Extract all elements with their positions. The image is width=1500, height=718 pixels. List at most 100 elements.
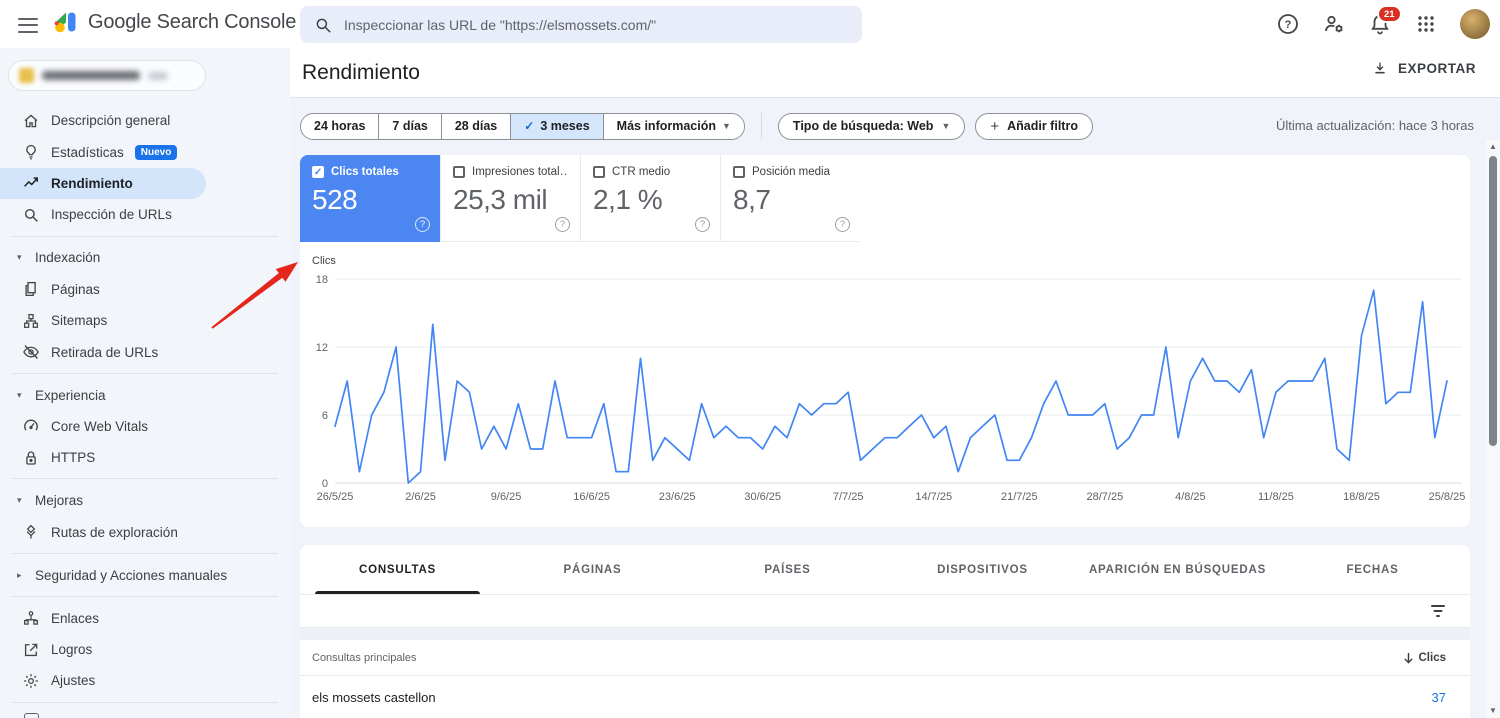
tab-aparicion-en-busquedas[interactable]: APARICIÓN EN BÚSQUEDAS <box>1088 563 1267 576</box>
y-axis-tick: 12 <box>316 342 328 354</box>
date-range-label: 7 días <box>392 119 428 133</box>
manage-users-icon[interactable] <box>1322 12 1346 36</box>
x-axis-tick: 23/6/25 <box>659 491 696 503</box>
sidebar-item-label: Sitemaps <box>51 313 108 329</box>
metric-card-impresiones-total[interactable]: Impresiones total… 25,3 mil? <box>440 155 580 242</box>
table-row[interactable]: els mossets castellon 37 <box>300 676 1470 718</box>
x-axis-tick: 18/8/25 <box>1343 491 1380 503</box>
sidebar-item-label: Rendimiento <box>51 175 133 191</box>
sidebar-item-label: Core Web Vitals <box>51 418 149 434</box>
sidebar: Descripción general Estadísticas Nuevo Rend… <box>0 48 290 718</box>
sidebar-item-core-web-vitals[interactable]: Core Web Vitals <box>0 411 290 442</box>
tab-fechas[interactable]: FECHAS <box>1346 563 1399 576</box>
x-axis-tick: 30/6/25 <box>744 491 781 503</box>
export-button[interactable]: EXPORTAR <box>1372 60 1476 76</box>
notifications-icon[interactable]: 21 <box>1368 5 1402 36</box>
notification-badge: 21 <box>1377 5 1402 23</box>
date-range-label: 3 meses <box>540 119 590 133</box>
layers-icon <box>22 523 40 541</box>
date-range-7-dias[interactable]: 7 días <box>378 113 441 139</box>
sidebar-item-paginas[interactable]: Páginas <box>0 274 290 305</box>
chart-line-icon <box>22 174 40 192</box>
metric-card-clics-totales[interactable]: ✓ Clics totales 528? <box>300 155 440 242</box>
filter-divider <box>760 113 762 139</box>
sidebar-divider <box>12 552 278 554</box>
tab-paises[interactable]: PAÍSES <box>764 563 811 576</box>
x-axis-tick: 26/5/25 <box>317 491 354 503</box>
main-scrollbar[interactable]: ▲ ▼ <box>1486 140 1500 718</box>
performance-chart-card: ✓ Clics totales 528? Impresiones total… 25,3… <box>300 155 1470 527</box>
sitemap-icon <box>22 312 40 330</box>
clicks-line-chart[interactable]: 0 6 12 18 Clics 26/5/25 2/6/25 9/6/25 16/6/25 23/… <box>300 250 1470 512</box>
menu-icon[interactable] <box>16 13 40 35</box>
tab-dispositivos[interactable]: DISPOSITIVOS <box>937 563 1028 576</box>
sidebar-item-enlaces[interactable]: Enlaces <box>0 602 290 633</box>
filter-bar: 24 horas 7 días 28 días ✓ 3 meses Más informa… <box>300 112 1486 140</box>
help-icon[interactable]: ? <box>695 217 710 232</box>
sidebar-item-retirada-de-urls[interactable]: Retirada de URLs <box>0 336 290 367</box>
sidebar-section-experiencia[interactable]: ▾ Experiencia <box>0 379 290 410</box>
sidebar-section-mejoras[interactable]: ▾ Mejoras <box>0 485 290 516</box>
help-icon[interactable]: ? <box>835 217 850 232</box>
avatar[interactable] <box>1460 9 1490 39</box>
new-badge: Nuevo <box>134 144 178 160</box>
apps-grid-icon[interactable] <box>1414 12 1438 36</box>
date-range-3-meses[interactable]: ✓ 3 meses <box>510 113 603 139</box>
feedback-icon[interactable] <box>24 713 39 718</box>
clicks-series-line <box>334 289 1448 484</box>
property-selector[interactable] <box>8 60 206 91</box>
sidebar-section-indexacion[interactable]: ▾ Indexación <box>0 242 290 273</box>
table-sort-clicks[interactable]: Clics <box>1403 652 1446 664</box>
sidebar-item-inspeccion-de-urls[interactable]: Inspección de URLs <box>0 199 290 230</box>
sidebar-item-descripcion-general[interactable]: Descripción general <box>0 105 290 136</box>
x-axis-tick: 7/7/25 <box>833 491 864 503</box>
y-axis-tick: 18 <box>316 274 328 286</box>
topbar: Google Search Console ? 21 <box>0 0 1500 48</box>
sidebar-item-label: HTTPS <box>51 450 96 466</box>
sidebar-item-rendimiento[interactable]: Rendimiento <box>0 167 206 200</box>
sidebar-section-label: Indexación <box>35 250 101 266</box>
metric-label: Impresiones total… <box>472 166 568 178</box>
checkbox-unchecked-icon[interactable] <box>593 166 605 178</box>
metric-cards: ✓ Clics totales 528? Impresiones total… 25,3… <box>300 155 1470 242</box>
tab-consultas[interactable]: CONSULTAS <box>300 545 495 594</box>
scrollbar-down-arrow[interactable]: ▼ <box>1489 706 1497 715</box>
main-header: Rendimiento EXPORTAR <box>290 48 1500 98</box>
x-axis-tick: 9/6/25 <box>491 491 522 503</box>
checkbox-unchecked-icon[interactable] <box>733 166 745 178</box>
tab-paginas[interactable]: PÁGINAS <box>563 563 622 576</box>
property-chevron-redacted <box>148 71 168 80</box>
sidebar-item-ajustes[interactable]: Ajustes <box>0 665 290 696</box>
checkbox-unchecked-icon[interactable] <box>453 166 465 178</box>
metric-card-ctr-medio[interactable]: CTR medio 2,1 %? <box>580 155 720 242</box>
sidebar-item-logros[interactable]: Logros <box>0 634 290 665</box>
y-axis-unit-label: Clics <box>312 255 336 267</box>
eye-off-icon <box>22 343 40 361</box>
filter-chip-tipo-de-busqueda-web[interactable]: Tipo de búsqueda: Web ▼ <box>777 112 966 140</box>
speedometer-icon <box>22 417 40 435</box>
url-inspection-searchbar[interactable] <box>300 6 862 43</box>
table-filter-icon[interactable] <box>1430 604 1446 618</box>
sidebar-item-estadisticas[interactable]: Estadísticas Nuevo <box>0 136 290 167</box>
sidebar-item-sitemaps[interactable]: Sitemaps <box>0 305 290 336</box>
search-input[interactable] <box>344 16 848 33</box>
sidebar-divider <box>12 701 278 703</box>
table-body: els mossets castellon 37 <box>300 676 1470 718</box>
scrollbar-thumb[interactable] <box>1489 156 1497 446</box>
help-icon[interactable]: ? <box>415 217 430 232</box>
sidebar-section-seguridad-y-acciones-manuales[interactable]: ▸ Seguridad y Acciones manuales <box>0 559 290 590</box>
scrollbar-up-arrow[interactable]: ▲ <box>1489 142 1497 151</box>
checkbox-checked-icon[interactable]: ✓ <box>312 166 324 178</box>
date-range-28-dias[interactable]: 28 días <box>440 113 511 139</box>
help-icon[interactable]: ? <box>555 217 570 232</box>
filter-chip-anadir-filtro[interactable]: + Añadir filtro <box>975 112 1093 140</box>
metric-card-posicion-media[interactable]: Posición media 8,7? <box>720 155 860 242</box>
date-range-mas-informacion[interactable]: Más información ▼ <box>602 113 744 139</box>
query-cell[interactable]: els mossets castellon <box>312 690 436 705</box>
x-axis-tick: 11/8/25 <box>1258 491 1294 503</box>
help-icon[interactable]: ? <box>1276 12 1300 36</box>
sidebar-item-https[interactable]: HTTPS <box>0 442 290 473</box>
sidebar-item-rutas-de-exploracion[interactable]: Rutas de exploración <box>0 516 290 547</box>
pages-icon <box>22 280 40 298</box>
date-range-24-horas[interactable]: 24 horas <box>301 113 379 139</box>
